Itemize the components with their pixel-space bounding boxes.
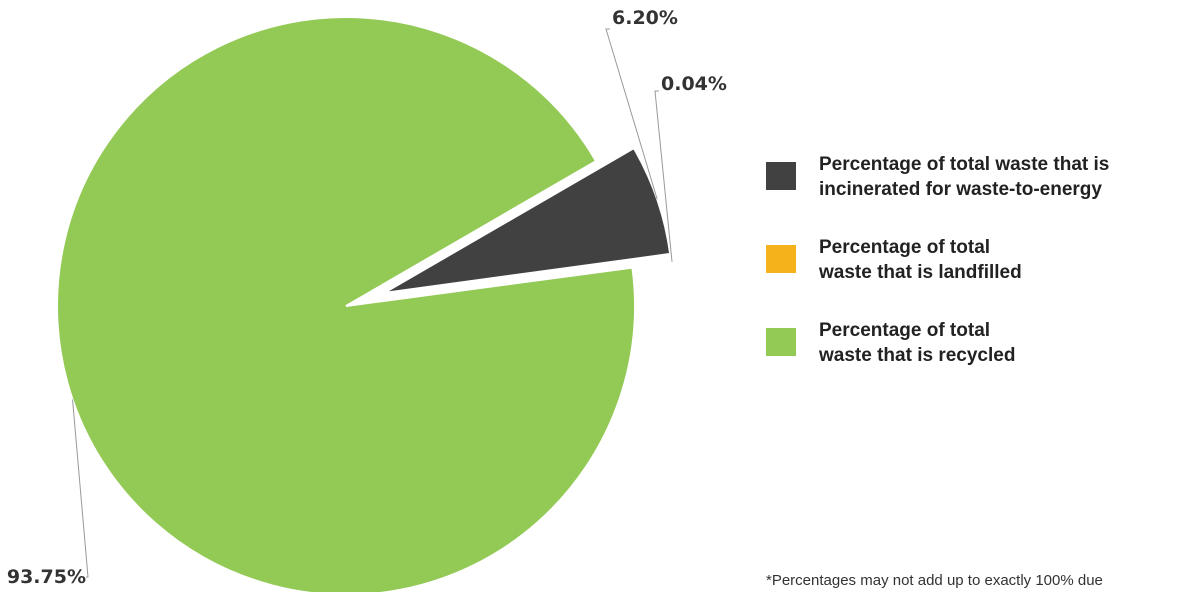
leader-line-landfilled (654, 90, 673, 262)
data-label-recycled: 93.75% (7, 566, 86, 588)
leader-line-incinerated (605, 28, 658, 200)
legend-swatch-landfilled (766, 245, 796, 273)
legend-label-incinerated: Percentage of total waste that is incine… (819, 154, 1110, 200)
pie-slice-recycled (56, 16, 636, 592)
data-label-incinerated: 6.20% (612, 7, 678, 29)
legend-swatch-recycled (766, 328, 796, 356)
footnote: *Percentages may not add up to exactly 1… (766, 572, 1103, 589)
data-label-landfilled: 0.04% (661, 73, 727, 95)
legend-label-landfilled: Percentage of total waste that is landfi… (819, 237, 1022, 283)
legend-label-recycled: Percentage of total waste that is recycl… (819, 320, 1016, 366)
leader-line-recycled (72, 399, 89, 578)
legend-swatch-incinerated (766, 162, 796, 190)
